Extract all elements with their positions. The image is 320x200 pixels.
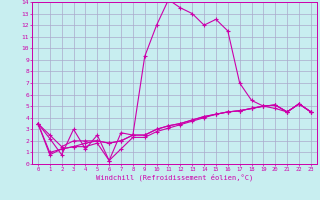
X-axis label: Windchill (Refroidissement éolien,°C): Windchill (Refroidissement éolien,°C) [96,173,253,181]
